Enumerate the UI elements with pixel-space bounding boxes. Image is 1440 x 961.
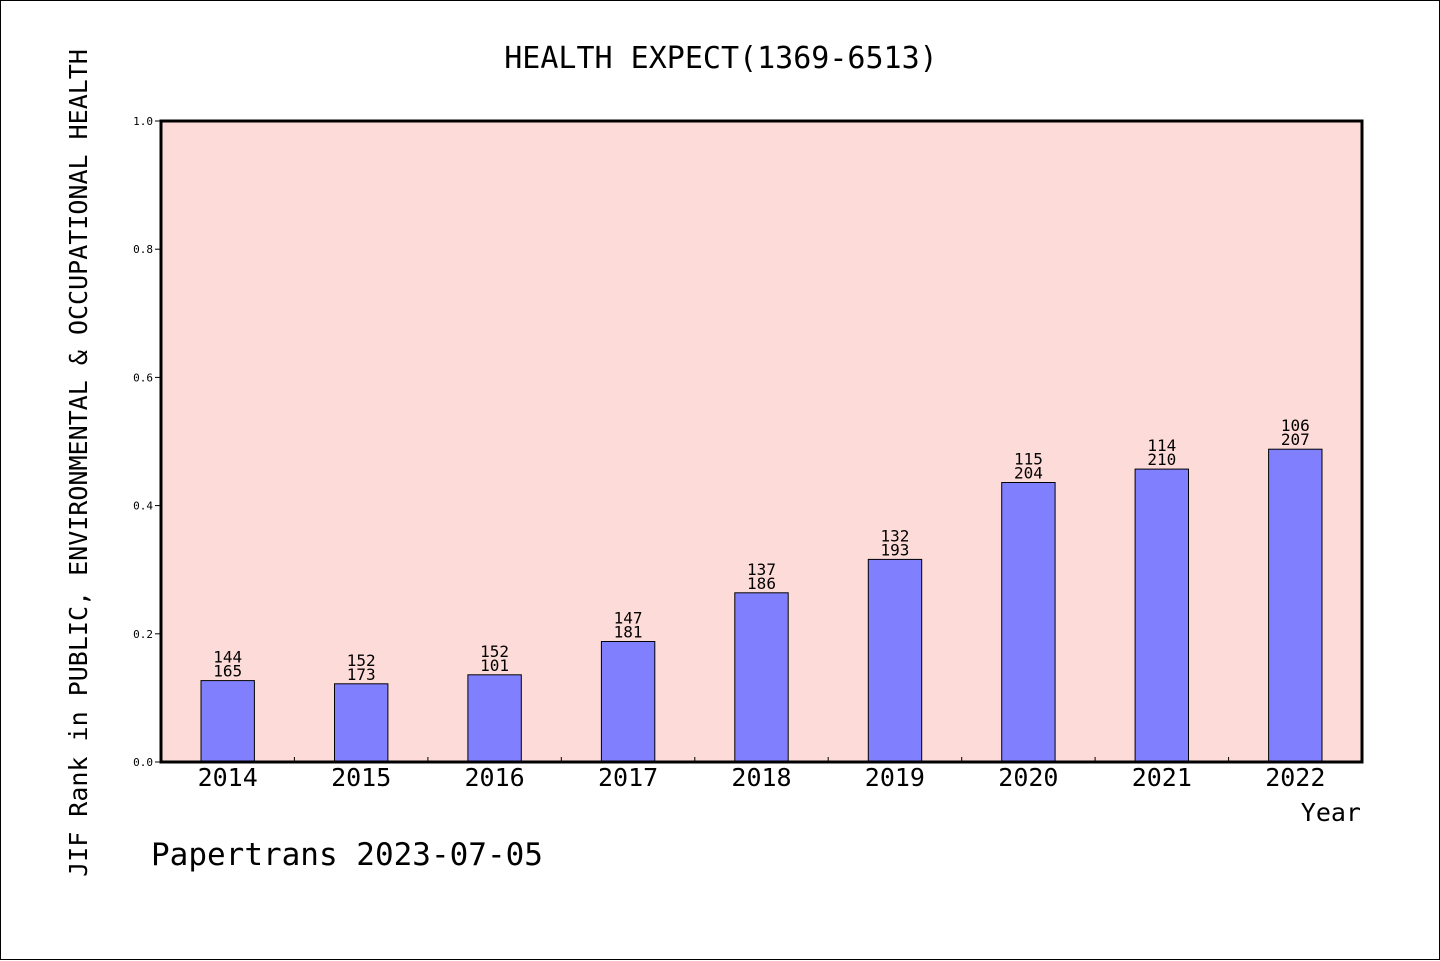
bar-label-bottom: 204 [1014,464,1043,483]
bar-label-top: 137 [747,560,776,579]
y-axis: 0.0 0.2 0.4 0.6 0.8 1.0 [133,115,161,769]
x-axis-label: Year [1301,798,1361,827]
bar-label-top: 147 [614,609,643,628]
plot-border [159,119,1364,764]
bar-label-top: 132 [880,526,909,545]
bar-label-bottom: 193 [880,540,909,559]
x-tick-label: 2019 [865,763,925,792]
x-tick-label: 2014 [198,763,258,792]
bar-label-top: 144 [213,648,242,667]
bar [600,641,656,763]
x-tick-label: 2016 [464,763,524,792]
x-tick-label: 2015 [331,763,391,792]
bar-label-bottom: 173 [347,665,376,684]
x-tick-label: 2020 [998,763,1058,792]
bar-label-top: 114 [1147,436,1176,455]
bar-label-bottom: 186 [747,574,776,593]
y-tick-label: 0.8 [133,243,153,256]
x-tick-label: 2018 [731,763,791,792]
y-axis-label: JIF Rank in PUBLIC, ENVIRONMENTAL & OCCU… [64,49,93,877]
y-tick-label: 0.0 [133,756,153,769]
bar [867,558,923,763]
bar-label-top: 106 [1281,416,1310,435]
bar-label-top: 115 [1014,450,1043,469]
bar-label-top: 152 [347,651,376,670]
bars-layer [200,448,1323,763]
bar [1268,448,1323,763]
y-tick-label: 1.0 [133,115,153,128]
bar [467,674,522,763]
x-tick-label: 2022 [1265,763,1325,792]
bar [734,592,789,763]
x-tick-label: 2021 [1132,763,1192,792]
x-axis: 2014 2015 2016 2017 2018 2019 2020 2021 2022 [198,757,1325,792]
y-tick-label: 0.4 [133,500,153,513]
x-tick-label: 2017 [598,763,658,792]
y-tick-label: 0.2 [133,628,153,641]
bar [200,680,255,763]
bar-label-bottom: 207 [1281,430,1310,449]
bar [1001,482,1056,763]
bar-label-bottom: 181 [614,623,643,642]
data-labels-layer: 1441651521731521011471811371861321931152… [213,416,1310,684]
chart-title: HEALTH EXPECT(1369-6513) [504,41,937,76]
credit-text: Papertrans 2023-07-05 [151,837,543,873]
bar-label-top: 152 [480,642,509,661]
bar [1134,468,1189,763]
bar-label-bottom: 165 [213,662,242,681]
y-tick-label: 0.6 [133,371,153,384]
bar-label-bottom: 210 [1147,450,1176,469]
bar-label-bottom: 101 [480,656,509,675]
bar [334,683,389,763]
